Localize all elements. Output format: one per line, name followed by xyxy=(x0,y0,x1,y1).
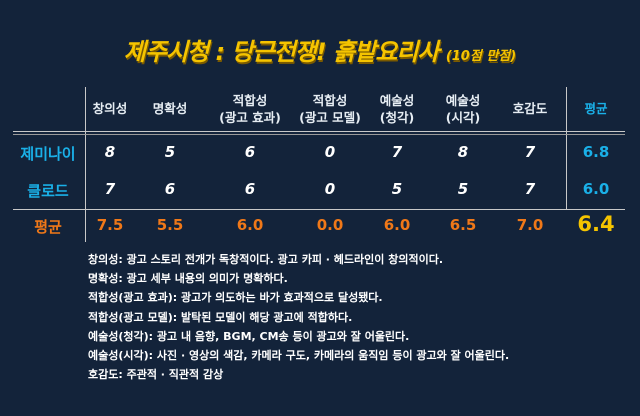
score-cell: 5 xyxy=(457,180,469,198)
row-label: 클로드 xyxy=(27,182,69,200)
header-line: (청각) xyxy=(379,110,415,125)
divider-vertical-right xyxy=(566,87,567,209)
note-item: 적합성(광고 효과): 광고가 의도하는 바가 효과적으로 달성됐다. xyxy=(88,291,383,305)
header-line: 호감도 xyxy=(512,101,548,116)
average-cell: 7.0 xyxy=(516,216,544,234)
average-cell: 7.5 xyxy=(96,216,124,234)
score-cell: 0 xyxy=(324,180,336,198)
average-row-label: 평균 xyxy=(34,218,62,236)
header-art-visual: 예술성 (시각) xyxy=(423,92,503,126)
divider-average xyxy=(13,209,625,210)
header-line: 예술성 xyxy=(379,93,415,108)
score-cell: 7 xyxy=(391,143,403,161)
divider-header xyxy=(13,131,625,132)
note-item: 예술성(청각): 광고 내 음향, BGM, CM송 등이 광고와 잘 어울린다… xyxy=(88,329,410,343)
row-label: 제미나이 xyxy=(20,145,76,163)
header-line: 예술성 xyxy=(445,93,481,108)
note-item: 예술성(시각): 사진 · 영상의 색감, 카메라 구도, 카메라의 움직임 등… xyxy=(88,349,510,363)
header-fit-effect: 적합성 (광고 효과) xyxy=(210,92,290,126)
average-cell: 5.5 xyxy=(156,216,184,234)
header-likability: 호감도 xyxy=(490,100,570,117)
header-line: 적합성 xyxy=(232,93,268,108)
average-cell: 6.0 xyxy=(383,216,411,234)
score-cell: 7 xyxy=(104,180,116,198)
header-line: 적합성 xyxy=(312,93,348,108)
header-line: (광고 효과) xyxy=(219,110,281,125)
header-line: 평균 xyxy=(584,101,608,116)
header-fit-model: 적합성 (광고 모델) xyxy=(290,92,370,126)
average-cell: 0.0 xyxy=(316,216,344,234)
note-item: 명확성: 광고 세부 내용의 의미가 명확하다. xyxy=(88,272,288,286)
score-cell: 6 xyxy=(244,180,256,198)
score-cell: 5 xyxy=(391,180,403,198)
header-average: 평균 xyxy=(556,100,636,117)
page-title: 제주시청 : 당근전쟁! 흙밭요리사 (10점 만점) xyxy=(0,32,640,67)
header-clarity: 명확성 xyxy=(130,100,210,117)
row-average: 6.0 xyxy=(582,180,610,198)
criteria-notes: 창의성: 광고 스토리 전개가 독창적이다. 광고 카피 · 헤드라인이 창의적… xyxy=(88,250,509,384)
header-line: 명확성 xyxy=(152,101,188,116)
divider-vertical-left xyxy=(85,87,86,242)
average-cell: 6.0 xyxy=(236,216,264,234)
title-subtitle: (10점 만점) xyxy=(445,49,517,64)
score-cell: 8 xyxy=(104,143,116,161)
header-line: (시각) xyxy=(445,110,481,125)
divider-header-double xyxy=(13,134,625,135)
score-cell: 7 xyxy=(524,180,536,198)
title-main: 제주시청 : 당근전쟁! 흙밭요리사 xyxy=(123,38,440,66)
note-item: 호감도: 주관적 · 직관적 감상 xyxy=(88,368,224,382)
average-cell: 6.5 xyxy=(449,216,477,234)
overall-average: 6.4 xyxy=(577,212,615,236)
header-line: 창의성 xyxy=(92,101,128,116)
row-average: 6.8 xyxy=(582,143,610,161)
header-line: (광고 모델) xyxy=(299,110,361,125)
score-cell: 0 xyxy=(324,143,336,161)
note-item: 창의성: 광고 스토리 전개가 독창적이다. 광고 카피 · 헤드라인이 창의적… xyxy=(88,253,443,266)
score-cell: 5 xyxy=(164,143,176,161)
score-cell: 7 xyxy=(524,143,536,161)
score-cell: 6 xyxy=(164,180,176,198)
note-item: 적합성(광고 모델): 발탁된 모델이 해당 광고에 적합하다. xyxy=(88,310,353,324)
score-cell: 6 xyxy=(244,143,256,161)
header-art-audio: 예술성 (청각) xyxy=(357,92,437,126)
score-cell: 8 xyxy=(457,143,469,161)
header-creativity: 창의성 xyxy=(70,100,150,117)
